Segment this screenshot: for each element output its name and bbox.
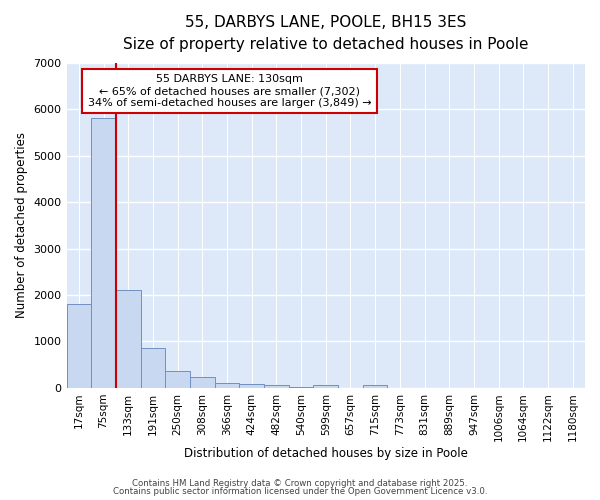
Bar <box>190 377 215 388</box>
Bar <box>313 385 338 388</box>
Bar <box>264 385 289 388</box>
Text: Contains public sector information licensed under the Open Government Licence v3: Contains public sector information licen… <box>113 487 487 496</box>
Y-axis label: Number of detached properties: Number of detached properties <box>15 132 28 318</box>
X-axis label: Distribution of detached houses by size in Poole: Distribution of detached houses by size … <box>184 447 468 460</box>
Text: Contains HM Land Registry data © Crown copyright and database right 2025.: Contains HM Land Registry data © Crown c… <box>132 478 468 488</box>
Bar <box>116 290 140 388</box>
Bar <box>140 348 165 388</box>
Text: 55 DARBYS LANE: 130sqm
← 65% of detached houses are smaller (7,302)
34% of semi-: 55 DARBYS LANE: 130sqm ← 65% of detached… <box>88 74 371 108</box>
Bar <box>363 385 388 388</box>
Bar <box>165 371 190 388</box>
Title: 55, DARBYS LANE, POOLE, BH15 3ES
Size of property relative to detached houses in: 55, DARBYS LANE, POOLE, BH15 3ES Size of… <box>123 15 529 52</box>
Bar <box>215 382 239 388</box>
Bar <box>91 118 116 388</box>
Bar <box>239 384 264 388</box>
Bar <box>67 304 91 388</box>
